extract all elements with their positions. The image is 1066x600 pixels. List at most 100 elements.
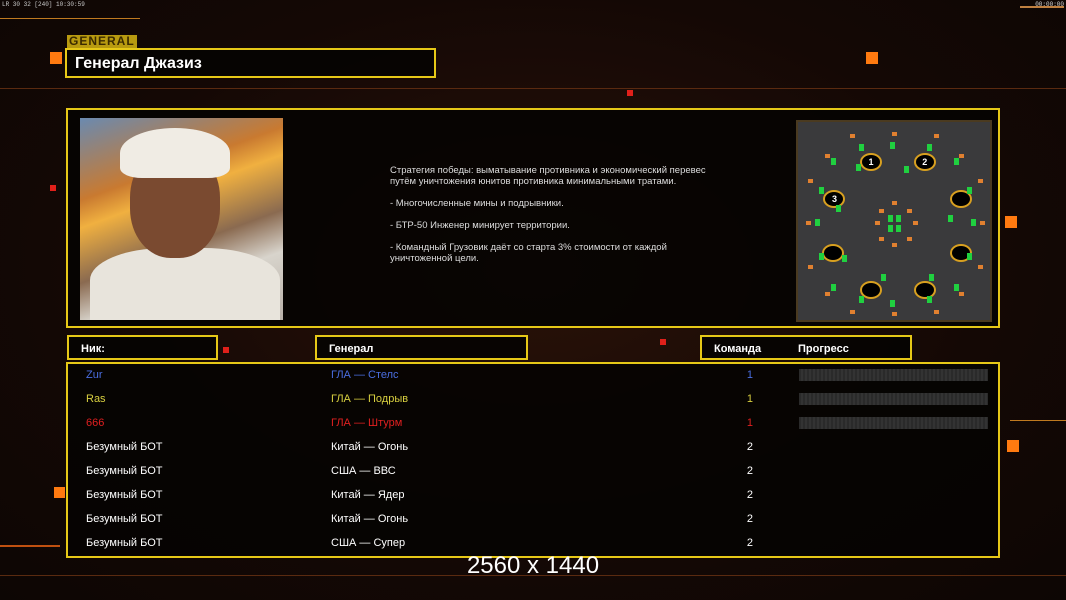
resource-marker <box>805 221 811 225</box>
decor-line <box>1010 420 1066 421</box>
decor-square <box>1007 440 1019 452</box>
tree-marker <box>888 224 894 232</box>
general-name-title: Генерал Джазиз <box>65 48 436 78</box>
description-line: - Командный Грузовик даёт со старта 3% с… <box>390 242 667 264</box>
resource-marker <box>978 179 984 184</box>
player-general: США — Супер <box>331 537 406 549</box>
decor-square <box>50 52 62 64</box>
resource-marker <box>978 264 984 269</box>
decor-square <box>54 487 65 498</box>
tree-marker <box>859 296 865 304</box>
player-nick: Безумный БОТ <box>86 441 163 453</box>
decor-square <box>1005 216 1017 228</box>
tree-marker <box>926 143 932 151</box>
tree-marker <box>890 141 896 149</box>
general-portrait <box>80 118 283 320</box>
tree-marker <box>926 296 932 304</box>
tree-marker <box>895 215 901 223</box>
tree-marker <box>966 187 972 195</box>
progress-bar <box>799 417 988 429</box>
decor-square <box>866 52 878 64</box>
table-row[interactable]: Безумный БОТ Китай — Огонь 2 <box>68 508 998 532</box>
general-info-panel: Стратегия победы: выматывание противника… <box>66 108 1000 328</box>
resource-marker <box>892 242 898 247</box>
tree-marker <box>928 274 934 282</box>
tree-marker <box>830 157 836 165</box>
tree-marker <box>815 219 821 227</box>
tree-marker <box>966 252 972 260</box>
player-general: ГЛА — Стелс <box>331 369 399 381</box>
table-row[interactable]: 666 ГЛА — Штурм 1 <box>68 412 998 436</box>
player-nick: Ras <box>86 393 106 405</box>
resource-marker <box>878 236 884 241</box>
player-general: Китай — Ядер <box>331 489 405 501</box>
spawn-point[interactable]: 1 <box>859 152 882 171</box>
tree-marker <box>947 215 953 223</box>
header-general: Генерал <box>315 335 528 360</box>
resource-marker <box>849 310 855 315</box>
decor-square <box>660 339 666 345</box>
player-general: ГЛА — Подрыв <box>331 393 409 405</box>
decor-line <box>1020 6 1064 8</box>
spawn-point[interactable] <box>821 243 844 262</box>
table-row[interactable]: Zur ГЛА — Стелс 1 <box>68 364 998 388</box>
resource-marker <box>892 201 898 206</box>
status-readout: LR 30 32 [240] 10:30:59 <box>2 1 85 8</box>
player-nick: Безумный БОТ <box>86 465 163 477</box>
tree-marker <box>830 284 836 292</box>
resource-marker <box>807 264 813 269</box>
resource-marker <box>934 310 940 315</box>
tree-marker <box>880 274 886 282</box>
spawn-point[interactable]: 3 <box>823 190 846 209</box>
resource-marker <box>959 292 965 297</box>
tree-marker <box>953 157 959 165</box>
resource-marker <box>934 133 940 138</box>
resource-marker <box>807 179 813 184</box>
table-row[interactable]: Безумный БОТ Китай — Ядер 2 <box>68 484 998 508</box>
tree-marker <box>895 224 901 232</box>
player-general: ГЛА — Штурм <box>331 417 403 429</box>
player-team: 2 <box>746 489 753 501</box>
player-team: 1 <box>746 417 753 429</box>
header-progress: Прогресс <box>798 343 849 355</box>
resource-marker <box>892 312 898 317</box>
player-team: 2 <box>746 513 753 525</box>
resource-marker <box>980 221 986 225</box>
table-row[interactable]: Ras ГЛА — Подрыв 1 <box>68 388 998 412</box>
tree-marker <box>890 300 896 308</box>
decor-line <box>0 545 60 547</box>
resource-marker <box>913 221 919 225</box>
player-team: 1 <box>746 369 753 381</box>
resource-marker <box>907 236 913 241</box>
decor-square <box>627 90 633 96</box>
players-table: Zur ГЛА — Стелс 1 Ras ГЛА — Подрыв 1 666 Г… <box>66 362 1000 558</box>
tree-marker <box>819 252 825 260</box>
general-tag: GENERAL <box>67 35 137 48</box>
spawn-point[interactable]: 2 <box>913 152 936 171</box>
spawn-point[interactable] <box>913 281 936 300</box>
spawn-point[interactable] <box>859 281 882 300</box>
description-line: Стратегия победы: выматывание противника… <box>390 165 706 187</box>
table-row[interactable]: Безумный БОТ США — Супер 2 <box>68 532 998 556</box>
tree-marker <box>836 205 842 213</box>
decor-square <box>50 185 56 191</box>
table-row[interactable]: Безумный БОТ США — ВВС 2 <box>68 460 998 484</box>
resolution-label: 2560 x 1440 <box>466 552 600 579</box>
spawn-point[interactable] <box>950 190 973 209</box>
description-line: - Многочисленные мины и подрывники. <box>390 198 564 209</box>
map-preview[interactable]: 1 2 3 <box>796 120 992 322</box>
tree-marker <box>842 254 848 262</box>
tree-marker <box>903 165 909 173</box>
table-row[interactable]: Безумный БОТ Китай — Огонь 2 <box>68 436 998 460</box>
tree-marker <box>819 187 825 195</box>
player-team: 2 <box>746 441 753 453</box>
resource-marker <box>892 131 898 136</box>
resource-marker <box>849 133 855 138</box>
tree-marker <box>888 215 894 223</box>
player-general: Китай — Огонь <box>331 441 409 453</box>
player-team: 1 <box>746 393 753 405</box>
description-line: - БТР-50 Инженер минирует территории. <box>390 220 570 231</box>
player-nick: Безумный БОТ <box>86 513 163 525</box>
resource-marker <box>959 153 965 158</box>
header-team-progress: Команда Прогресс <box>700 335 912 360</box>
